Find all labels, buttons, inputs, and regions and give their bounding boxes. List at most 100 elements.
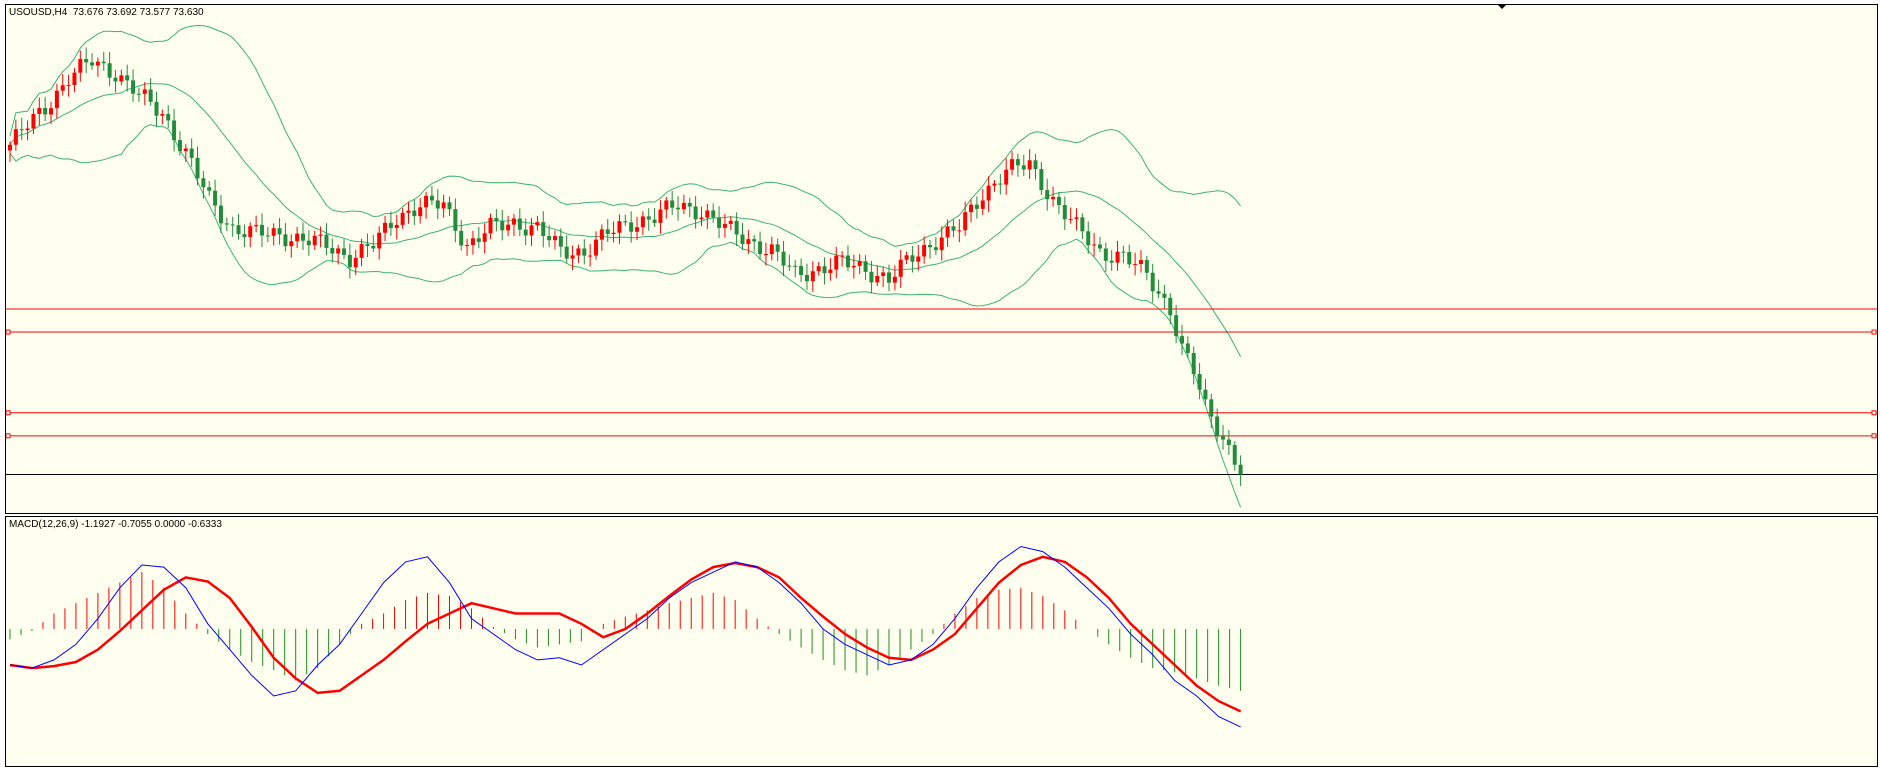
candle-body (365, 244, 370, 246)
candle-body (910, 255, 915, 262)
candle-body (25, 128, 30, 131)
candle-body (1215, 416, 1220, 437)
candle-body (646, 216, 651, 220)
candle-body (1015, 159, 1020, 166)
candle-body (840, 255, 845, 257)
candle-body (13, 129, 18, 145)
candle-body (980, 200, 985, 209)
candle-body (113, 77, 118, 82)
macd-indicator-pane[interactable]: MACD(12,26,9) -1.1927 -0.7055 0.0000 -0.… (5, 516, 1878, 767)
candle-body (1197, 374, 1202, 390)
candle-body (758, 241, 763, 255)
candle-body (570, 255, 575, 259)
candle-body (711, 210, 716, 218)
candle-body (1068, 219, 1073, 221)
candle-body (969, 204, 974, 213)
candle-body (429, 195, 434, 201)
candle-body (342, 248, 347, 255)
macd-chart-canvas[interactable] (6, 517, 1877, 766)
candle-body (78, 58, 83, 73)
candle-body (1209, 399, 1214, 417)
candle-body (652, 219, 657, 223)
macd-main-line (9, 545, 1241, 728)
candle-body (254, 224, 259, 227)
candle-body (547, 235, 552, 241)
candle-body (37, 107, 42, 114)
candle-body (599, 229, 604, 240)
candle-body (1203, 389, 1208, 400)
candle-body (963, 212, 968, 231)
candle-body (1185, 343, 1190, 353)
candle-body (259, 224, 264, 236)
candle-body (828, 269, 833, 274)
chart-shift-marker-icon[interactable] (1497, 4, 1507, 9)
candle-body (875, 275, 880, 283)
candle-body (476, 238, 481, 242)
candle-body (189, 148, 194, 158)
candle-body (136, 93, 141, 95)
candle-body (582, 248, 587, 256)
candle-body (945, 226, 950, 238)
candle-body (166, 114, 171, 121)
candle-body (1138, 260, 1143, 264)
candle-body (611, 232, 616, 235)
bollinger-middle-band (9, 82, 1242, 357)
price-chart-pane[interactable]: USOUSD,H4 73.676 73.692 73.577 73.630 (5, 4, 1878, 514)
candle-body (1191, 352, 1196, 375)
candle-body (898, 259, 903, 277)
candle-body (195, 157, 200, 179)
candle-body (101, 61, 106, 64)
bollinger-lower-band (9, 124, 1242, 508)
candle-body (377, 232, 382, 249)
candle-body (271, 228, 276, 236)
candle-body (951, 226, 956, 231)
candle-body (740, 234, 745, 245)
candle-body (500, 221, 505, 231)
candle-body (687, 202, 692, 207)
candle-body (72, 72, 77, 85)
candle-body (523, 229, 528, 236)
price-chart-canvas[interactable] (6, 5, 1877, 513)
horizontal-level-handle-left (6, 329, 11, 335)
candle-body (107, 63, 112, 78)
candle-body (218, 205, 223, 224)
candle-body (336, 248, 341, 254)
candle-body (66, 84, 71, 86)
candle-body (529, 225, 534, 236)
macd-signal-line (9, 555, 1242, 713)
candle-body (781, 251, 786, 266)
candle-body (1097, 244, 1102, 249)
candle-body (728, 220, 733, 224)
candle-body (857, 261, 862, 266)
candle-body (488, 217, 493, 234)
candle-body (1051, 196, 1056, 200)
candle-body (722, 223, 727, 228)
candle-body (1180, 336, 1184, 344)
candle-body (693, 206, 698, 220)
candle-body (904, 255, 909, 260)
candle-body (588, 255, 593, 257)
candle-body (459, 230, 464, 246)
candle-body (992, 183, 997, 186)
candle-body (1010, 159, 1015, 170)
candle-body (699, 217, 704, 220)
candle-body (881, 272, 886, 276)
candle-body (511, 218, 516, 225)
candle-body (1033, 160, 1038, 170)
candle-body (717, 217, 722, 228)
candle-body (125, 75, 130, 81)
candle-body (816, 266, 821, 272)
candle-body (213, 190, 218, 206)
candle-body (312, 235, 317, 246)
candle-body (1226, 439, 1231, 446)
candle-body (869, 271, 874, 283)
candle-body (359, 244, 364, 258)
candle-body (617, 221, 622, 233)
candle-body (676, 207, 681, 210)
candle-body (1062, 205, 1067, 220)
candle-body (84, 58, 89, 63)
candle-body (465, 245, 470, 247)
candle-body (31, 113, 36, 129)
candle-body (482, 233, 487, 242)
